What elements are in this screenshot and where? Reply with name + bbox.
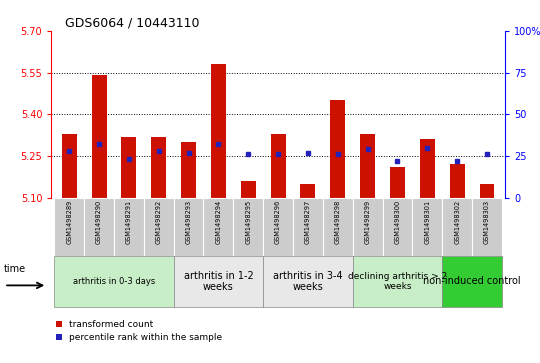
Bar xyxy=(450,164,464,198)
Bar xyxy=(55,256,174,307)
Bar xyxy=(204,198,233,256)
Bar xyxy=(122,136,136,198)
Bar xyxy=(353,198,382,256)
Legend: transformed count, percentile rank within the sample: transformed count, percentile rank withi… xyxy=(56,320,222,342)
Text: arthritis in 1-2
weeks: arthritis in 1-2 weeks xyxy=(184,270,253,292)
Text: GDS6064 / 10443110: GDS6064 / 10443110 xyxy=(65,17,199,30)
Bar xyxy=(323,198,353,256)
Text: GSM1498296: GSM1498296 xyxy=(275,200,281,244)
Text: non-induced control: non-induced control xyxy=(423,276,521,286)
Bar xyxy=(442,198,472,256)
Text: GSM1498303: GSM1498303 xyxy=(484,200,490,244)
Bar xyxy=(420,139,435,198)
Text: GSM1498300: GSM1498300 xyxy=(394,200,401,244)
Bar xyxy=(144,198,174,256)
Text: arthritis in 3-4
weeks: arthritis in 3-4 weeks xyxy=(273,270,343,292)
Text: GSM1498301: GSM1498301 xyxy=(424,200,430,244)
Bar xyxy=(293,198,323,256)
Text: GSM1498294: GSM1498294 xyxy=(215,200,221,244)
Text: GSM1498298: GSM1498298 xyxy=(335,200,341,244)
Text: GSM1498297: GSM1498297 xyxy=(305,200,311,244)
Bar xyxy=(233,198,263,256)
Text: GSM1498289: GSM1498289 xyxy=(66,200,72,244)
Bar xyxy=(353,256,442,307)
Bar xyxy=(151,136,166,198)
Bar xyxy=(382,198,413,256)
Bar xyxy=(241,181,256,198)
Text: time: time xyxy=(4,264,26,274)
Bar xyxy=(55,198,84,256)
Bar xyxy=(390,167,405,198)
Bar xyxy=(271,134,286,198)
Bar xyxy=(300,184,315,198)
Text: arthritis in 0-3 days: arthritis in 0-3 days xyxy=(73,277,155,286)
Bar xyxy=(84,198,114,256)
Bar xyxy=(263,256,353,307)
Bar xyxy=(442,256,502,307)
Text: GSM1498291: GSM1498291 xyxy=(126,200,132,244)
Text: GSM1498295: GSM1498295 xyxy=(245,200,251,244)
Bar xyxy=(92,76,106,198)
Bar xyxy=(211,64,226,198)
Bar xyxy=(263,198,293,256)
Bar xyxy=(330,101,345,198)
Text: GSM1498299: GSM1498299 xyxy=(364,200,370,244)
Text: GSM1498290: GSM1498290 xyxy=(96,200,102,244)
Bar xyxy=(480,184,495,198)
Bar xyxy=(174,198,204,256)
Bar xyxy=(174,256,263,307)
Bar xyxy=(413,198,442,256)
Bar xyxy=(360,134,375,198)
Bar xyxy=(181,142,196,198)
Bar xyxy=(114,198,144,256)
Bar xyxy=(472,198,502,256)
Bar xyxy=(62,134,77,198)
Text: GSM1498292: GSM1498292 xyxy=(156,200,162,244)
Text: GSM1498302: GSM1498302 xyxy=(454,200,460,244)
Text: GSM1498293: GSM1498293 xyxy=(186,200,192,244)
Text: declining arthritis > 2
weeks: declining arthritis > 2 weeks xyxy=(348,272,447,291)
